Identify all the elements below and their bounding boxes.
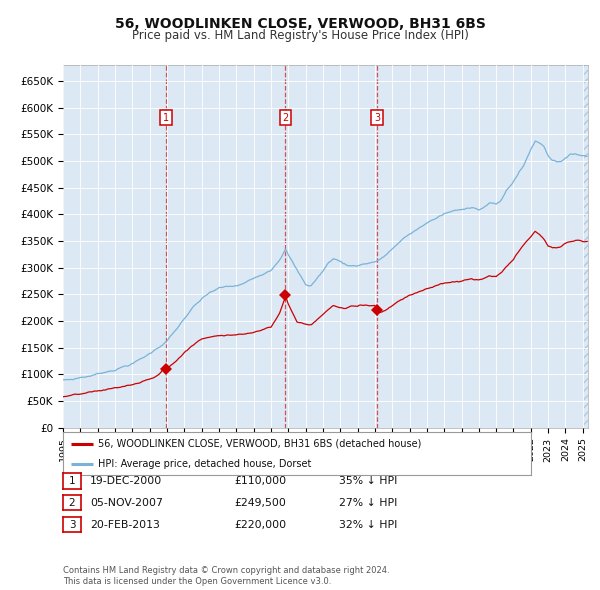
Text: 20-FEB-2013: 20-FEB-2013	[90, 520, 160, 529]
Text: £220,000: £220,000	[234, 520, 286, 529]
Text: 1: 1	[68, 476, 76, 486]
Text: £249,500: £249,500	[234, 498, 286, 507]
Text: HPI: Average price, detached house, Dorset: HPI: Average price, detached house, Dors…	[98, 460, 311, 469]
Text: Price paid vs. HM Land Registry's House Price Index (HPI): Price paid vs. HM Land Registry's House …	[131, 30, 469, 42]
Text: 56, WOODLINKEN CLOSE, VERWOOD, BH31 6BS (detached house): 56, WOODLINKEN CLOSE, VERWOOD, BH31 6BS …	[98, 439, 421, 449]
Text: Contains HM Land Registry data © Crown copyright and database right 2024.: Contains HM Land Registry data © Crown c…	[63, 566, 389, 575]
Text: 05-NOV-2007: 05-NOV-2007	[90, 498, 163, 507]
Text: This data is licensed under the Open Government Licence v3.0.: This data is licensed under the Open Gov…	[63, 577, 331, 586]
Text: 27% ↓ HPI: 27% ↓ HPI	[339, 498, 397, 507]
Text: 56, WOODLINKEN CLOSE, VERWOOD, BH31 6BS: 56, WOODLINKEN CLOSE, VERWOOD, BH31 6BS	[115, 17, 485, 31]
Text: 19-DEC-2000: 19-DEC-2000	[90, 476, 162, 486]
Text: £110,000: £110,000	[234, 476, 286, 486]
Text: 2: 2	[283, 113, 289, 123]
Text: 2: 2	[68, 498, 76, 507]
Text: 1: 1	[163, 113, 169, 123]
Text: 3: 3	[68, 520, 76, 529]
Text: 32% ↓ HPI: 32% ↓ HPI	[339, 520, 397, 529]
Text: 35% ↓ HPI: 35% ↓ HPI	[339, 476, 397, 486]
Text: 3: 3	[374, 113, 380, 123]
